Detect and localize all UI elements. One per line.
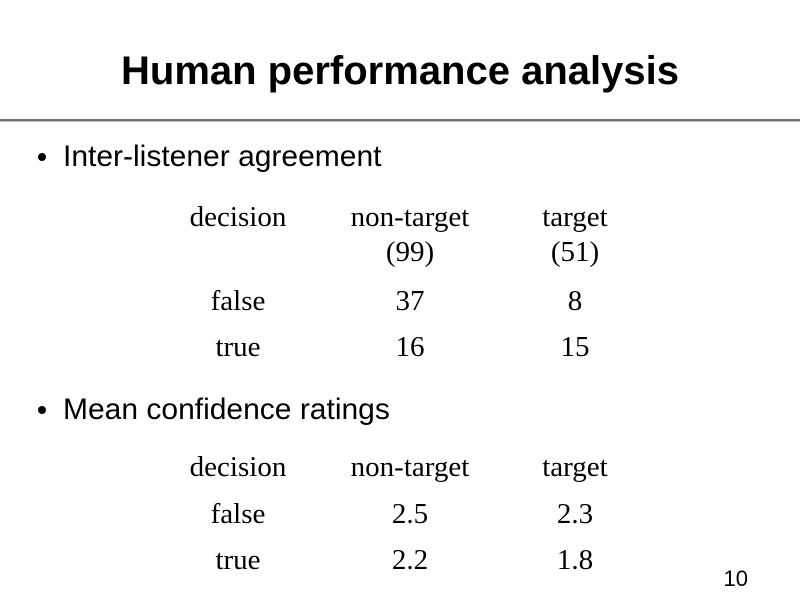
agreement-table-row-true: true 16 15	[150, 324, 656, 370]
agreement-col-header-non-target-count: (99)	[385, 236, 435, 268]
bullet-label: Inter-listener agreement	[63, 140, 382, 173]
page-number: 10	[723, 566, 748, 591]
confidence-table-row-true: true 2.2 1.8	[150, 537, 656, 583]
confidence-true-decision: true	[215, 544, 261, 576]
confidence-false-decision: false	[210, 498, 266, 530]
confidence-col-header-decision: decision	[189, 451, 287, 483]
agreement-true-decision: true	[215, 331, 261, 363]
agreement-col-header-target-label: target	[542, 201, 608, 233]
agreement-table-row-false: false 37 8	[150, 278, 656, 324]
agreement-table: decision non-target (99) target (51) fal…	[150, 200, 656, 370]
bullet-mean-confidence-ratings: Mean confidence ratings	[38, 393, 390, 427]
agreement-false-non-target-value: 37	[395, 285, 425, 317]
bullet-dot-icon	[38, 406, 46, 414]
agreement-col-header-target: target (51)	[494, 200, 656, 270]
agreement-true-target-value: 15	[560, 331, 590, 363]
agreement-false-decision: false	[210, 285, 266, 317]
confidence-table: decision non-target target false 2.5 2.3…	[150, 450, 656, 583]
bullet-dot-icon	[38, 153, 46, 161]
agreement-col-header-non-target-label: non-target	[350, 201, 470, 233]
confidence-table-header-row: decision non-target target	[150, 450, 656, 485]
agreement-table-header-row: decision non-target (99) target (51)	[150, 200, 656, 270]
agreement-false-target-value: 8	[567, 285, 583, 317]
slide-title: Human performance analysis	[121, 49, 679, 93]
agreement-col-header-target-count: (51)	[550, 236, 600, 268]
confidence-table-row-false: false 2.5 2.3	[150, 491, 656, 537]
agreement-true-non-target-value: 16	[395, 331, 425, 363]
bullet-label: Mean confidence ratings	[63, 393, 390, 426]
confidence-col-header-target: target	[542, 451, 608, 483]
agreement-col-header-non-target: non-target (99)	[326, 200, 494, 270]
title-divider-rule	[0, 119, 800, 122]
confidence-false-non-target-value: 2.5	[391, 498, 429, 530]
confidence-col-header-non-target: non-target	[350, 451, 470, 483]
confidence-true-non-target-value: 2.2	[391, 544, 429, 576]
confidence-true-target-value: 1.8	[556, 544, 594, 576]
confidence-false-target-value: 2.3	[556, 498, 594, 530]
bullet-inter-listener-agreement: Inter-listener agreement	[38, 140, 382, 174]
agreement-col-header-decision: decision	[189, 201, 287, 233]
